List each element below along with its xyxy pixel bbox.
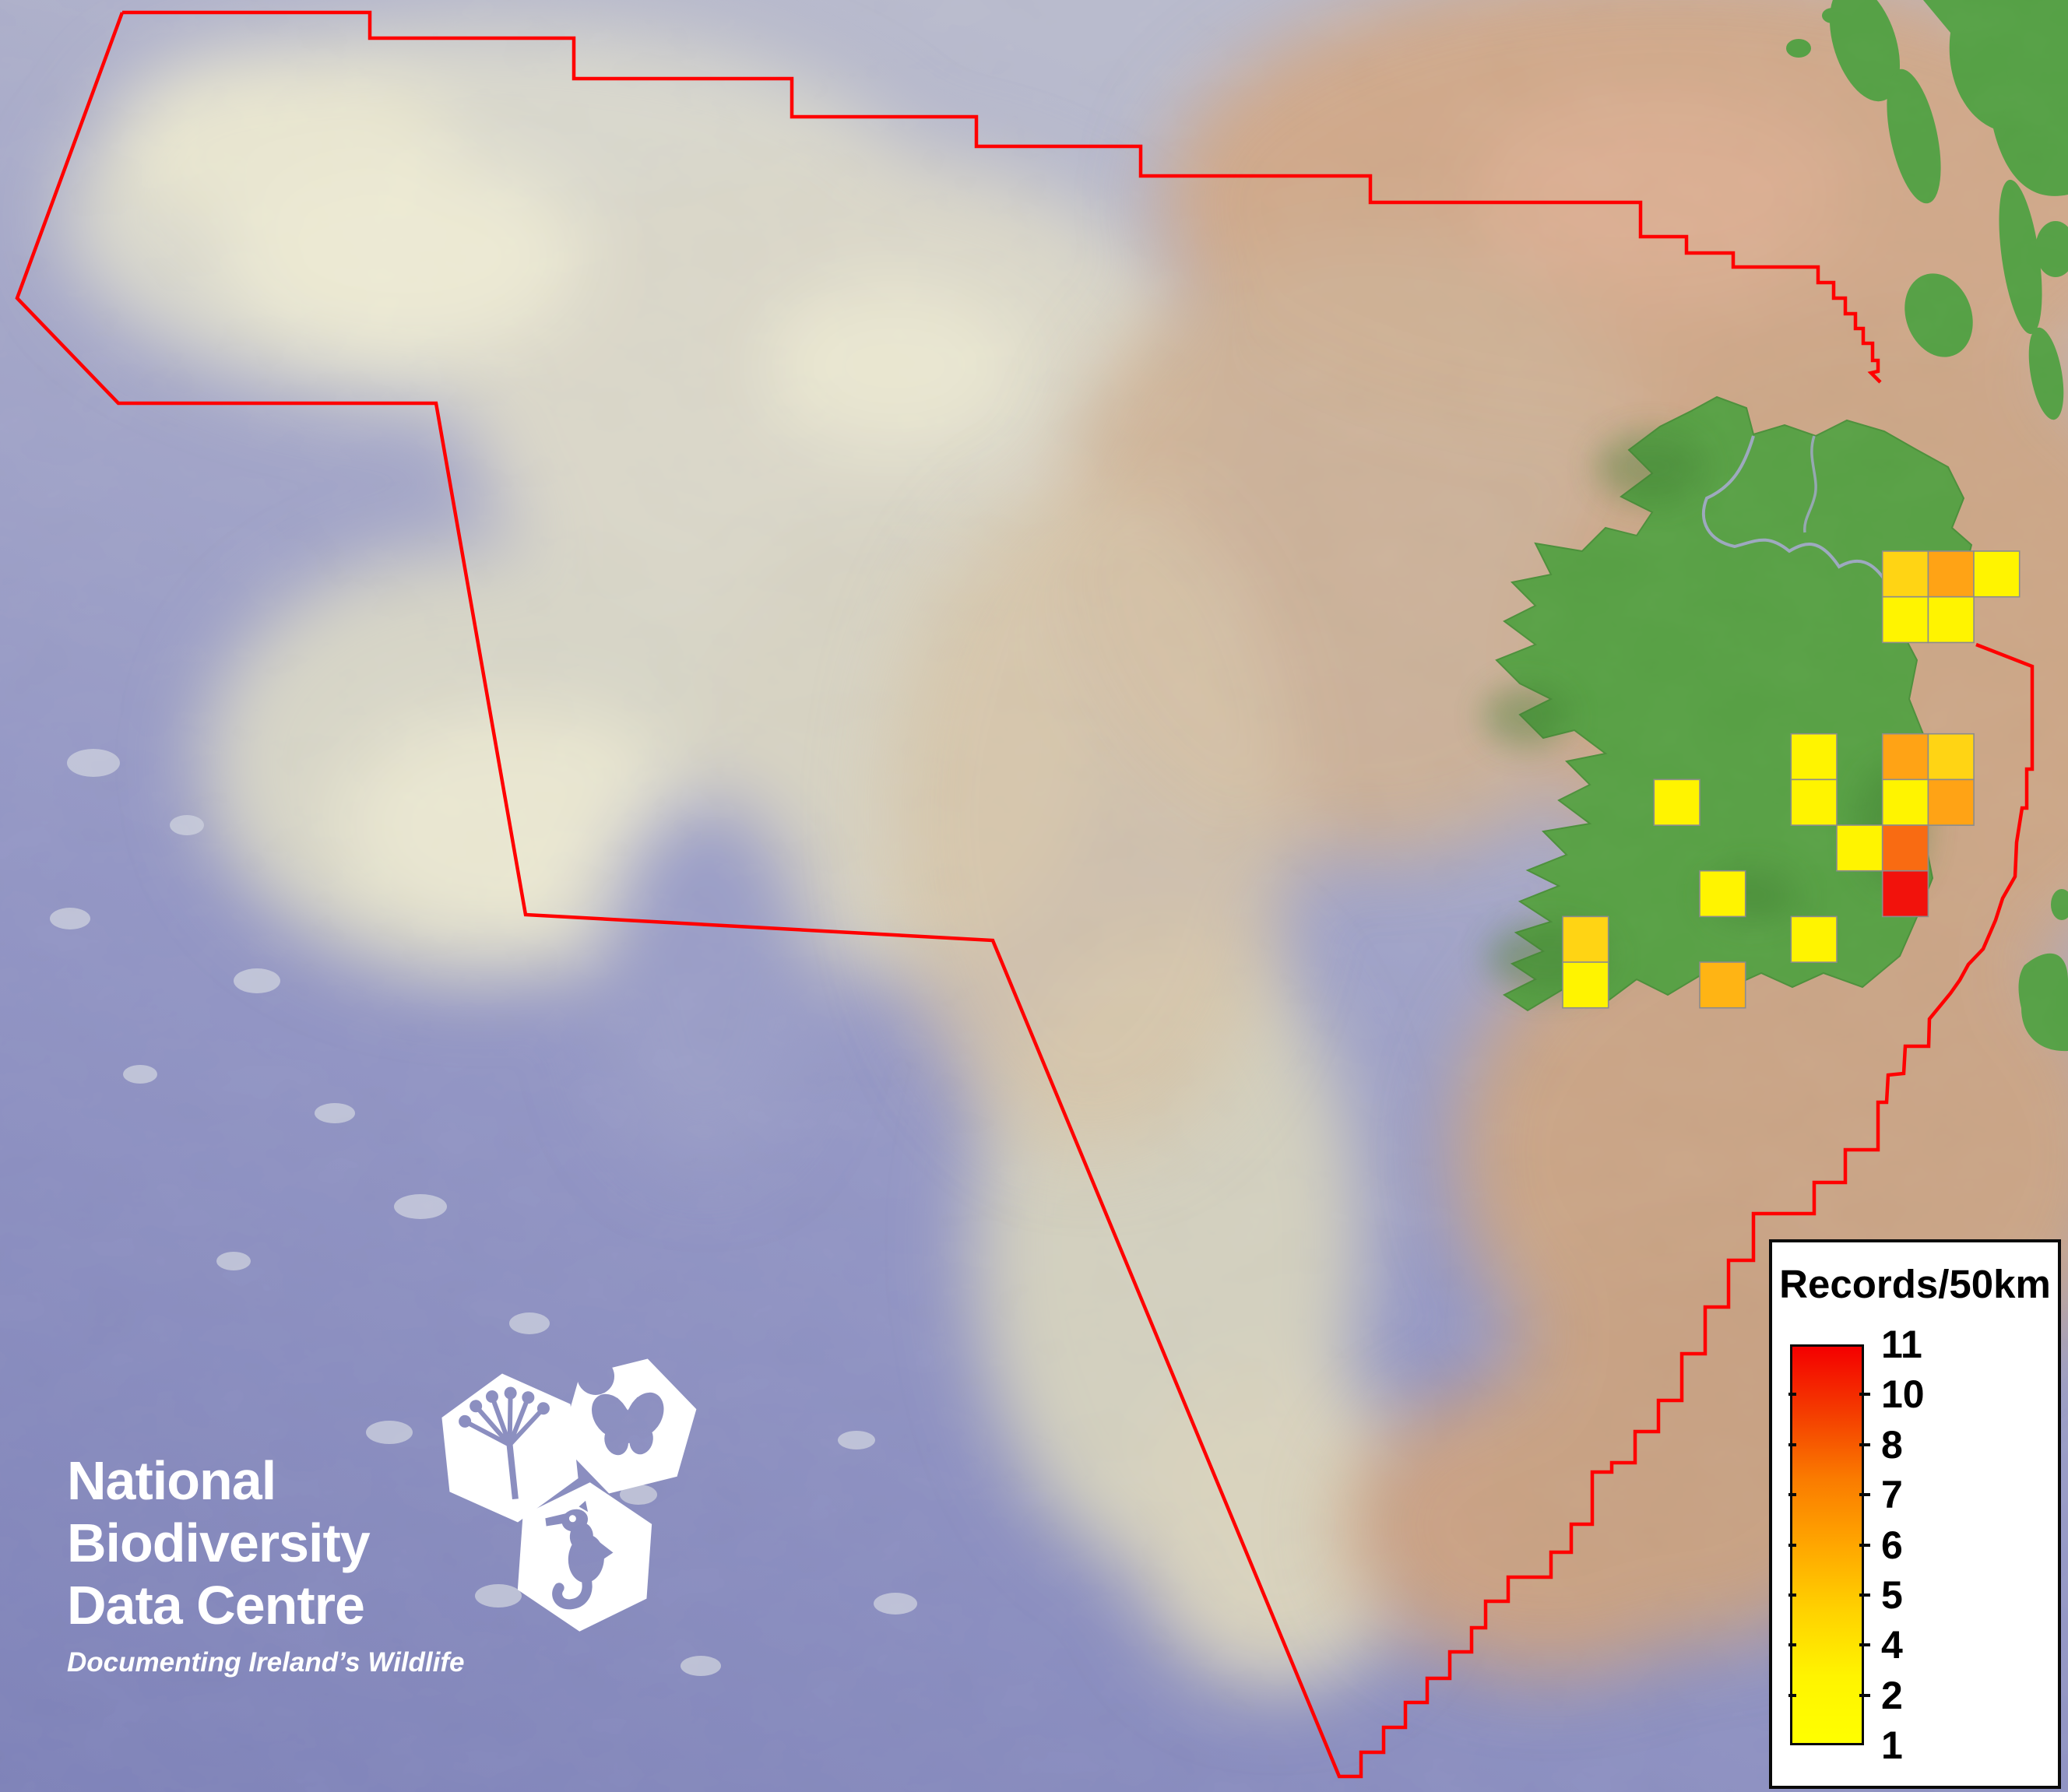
legend-tick-mark xyxy=(1859,1643,1870,1647)
record-square xyxy=(1562,961,1609,1009)
legend-tick-mark xyxy=(1859,1493,1870,1497)
legend-tick-label: 11 xyxy=(1881,1323,1922,1366)
legend-tick-mark xyxy=(1859,1693,1870,1697)
legend-tick-label: 8 xyxy=(1881,1422,1903,1467)
logo-line-national: National xyxy=(67,1450,276,1511)
nbdc-logo-text: National Biodiversity Data Centre Docume… xyxy=(67,1449,465,1678)
legend-tick-mark xyxy=(1788,1693,1796,1697)
legend-title: Records/50km xyxy=(1779,1262,2051,1306)
record-square xyxy=(1927,596,1975,644)
legend-tick-mark xyxy=(1859,1593,1870,1597)
legend-tick-mark xyxy=(1788,1442,1796,1446)
record-square xyxy=(1836,824,1883,872)
logo-tagline: Documenting Ireland’s Wildlife xyxy=(67,1647,465,1678)
record-square xyxy=(1790,778,1838,826)
legend-tick-mark xyxy=(1859,1393,1870,1397)
record-square xyxy=(1881,778,1929,826)
record-square xyxy=(1653,778,1700,826)
legend-color-ramp xyxy=(1790,1344,1864,1745)
record-square xyxy=(1790,915,1838,963)
legend-tick-label: 5 xyxy=(1881,1572,1903,1617)
nbdc-logo-hexagons xyxy=(432,1347,712,1650)
record-square xyxy=(1881,733,1929,781)
record-square xyxy=(1881,824,1929,872)
eez-boundary-line xyxy=(15,10,2035,1779)
record-square xyxy=(1973,550,2021,598)
seahorse-hexagon-icon xyxy=(432,1347,712,1650)
record-square xyxy=(1927,778,1975,826)
legend-tick-mark xyxy=(1788,1493,1796,1497)
legend-tick-mark xyxy=(1788,1643,1796,1647)
record-square xyxy=(1699,961,1746,1009)
legend-tick-label: 6 xyxy=(1881,1523,1903,1567)
record-square xyxy=(1881,596,1929,644)
record-square xyxy=(1881,550,1929,598)
logo-line-biodiversity: Biodiversity xyxy=(67,1513,371,1573)
legend-tick-mark xyxy=(1859,1543,1870,1547)
logo-line-data-centre: Data Centre xyxy=(67,1575,365,1636)
record-square xyxy=(1927,733,1975,781)
record-square xyxy=(1562,915,1609,963)
legend-tick-label: 4 xyxy=(1881,1623,1903,1667)
legend-tick-label: 2 xyxy=(1881,1673,1903,1717)
legend-tick-mark xyxy=(1788,1393,1796,1397)
record-square xyxy=(1790,733,1838,781)
legend-tick-mark xyxy=(1788,1593,1796,1597)
legend-tick-label: 1 xyxy=(1881,1723,1903,1767)
legend-tick-mark xyxy=(1788,1543,1796,1547)
record-square xyxy=(1699,870,1746,918)
legend-tick-mark xyxy=(1859,1442,1870,1446)
record-square xyxy=(1881,870,1929,918)
legend-panel: Records/50km 11 10 8 7 6 5 4 2 1 xyxy=(1769,1239,2061,1789)
legend-tick-label: 10 xyxy=(1881,1372,1925,1417)
record-grid-squares xyxy=(1562,550,2021,1009)
record-square xyxy=(1927,550,1975,598)
legend-tick-label: 7 xyxy=(1881,1473,1903,1517)
